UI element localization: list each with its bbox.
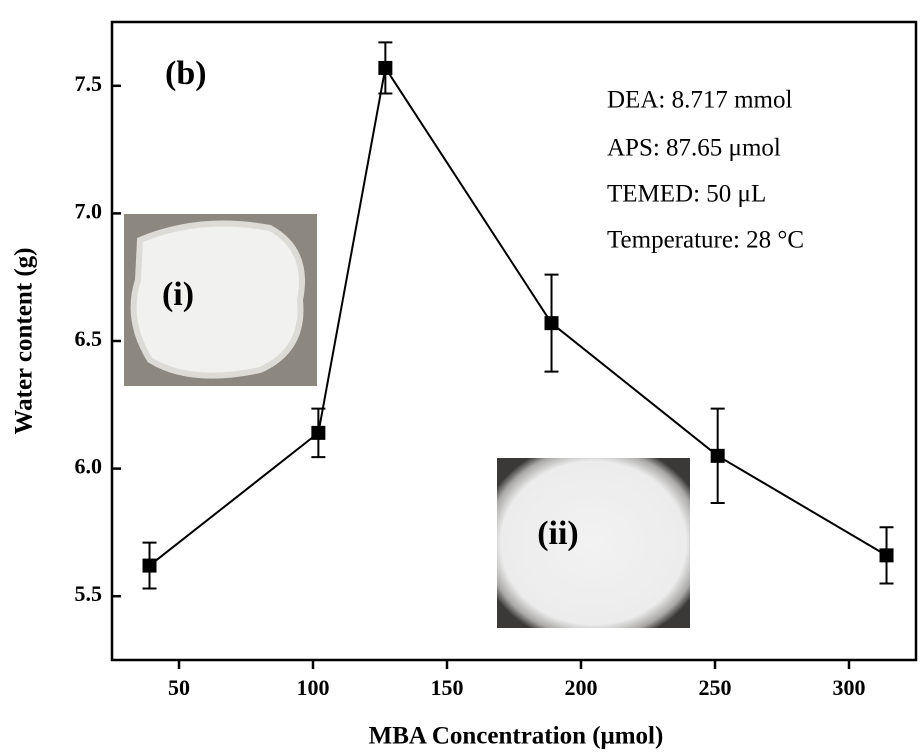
- data-point: [544, 316, 559, 331]
- y-tick-label: 7.0: [75, 198, 103, 223]
- condition: Temperature: 28 °C: [607, 227, 804, 254]
- x-tick-label: 100: [297, 675, 330, 700]
- data-line: [148, 65, 888, 567]
- condition: TEMED: 50 μL: [607, 181, 766, 208]
- data-point: [378, 60, 393, 75]
- panel-label: (b): [165, 55, 207, 92]
- data-point: [879, 548, 894, 563]
- inset-label: (ii): [537, 515, 579, 552]
- data-point: [311, 425, 326, 440]
- x-tick-label: 200: [565, 675, 598, 700]
- y-tick-label: 6.0: [75, 454, 103, 479]
- inset-photo-ii: [497, 458, 690, 628]
- x-tick-label: 250: [699, 675, 732, 700]
- condition: DEA: 8.717 mmol: [607, 87, 792, 114]
- condition: APS: 87.65 μmol: [607, 135, 781, 162]
- x-tick-label: 300: [833, 675, 866, 700]
- y-tick-label: 5.5: [75, 581, 103, 606]
- data-point: [142, 558, 157, 573]
- x-tick-label: 50: [168, 675, 190, 700]
- inset-photo-i: [124, 214, 317, 386]
- y-axis-title: Water content (g): [11, 248, 38, 435]
- y-tick-label: 6.5: [75, 326, 103, 351]
- data-point: [710, 448, 725, 463]
- x-axis-title: MBA Concentration (μmol): [369, 723, 664, 750]
- y-tick-label: 7.5: [75, 71, 103, 96]
- x-tick-label: 150: [431, 675, 464, 700]
- inset-label: (i): [162, 276, 194, 313]
